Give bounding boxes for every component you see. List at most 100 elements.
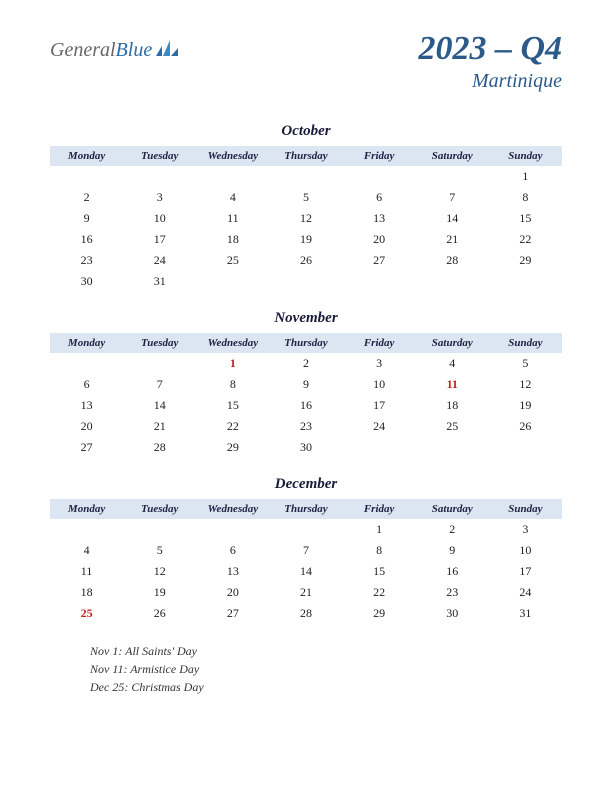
calendar-cell: 20: [196, 582, 269, 603]
weekday-header: Sunday: [489, 333, 562, 353]
holidays-list: Nov 1: All Saints' DayNov 11: Armistice …: [90, 642, 562, 696]
calendar-cell: 24: [343, 416, 416, 437]
calendar-cell: 13: [50, 395, 123, 416]
calendar-cell: 15: [343, 561, 416, 582]
calendar-cell: 9: [416, 540, 489, 561]
calendar-cell: 26: [123, 603, 196, 624]
calendar-cell: 26: [489, 416, 562, 437]
calendar-cell: [269, 166, 342, 187]
weekday-header: Wednesday: [196, 499, 269, 519]
weekday-header: Thursday: [269, 146, 342, 166]
calendar-cell: [416, 166, 489, 187]
calendar-table: MondayTuesdayWednesdayThursdayFridaySatu…: [50, 333, 562, 458]
calendar-cell: 11: [50, 561, 123, 582]
calendar-cell: 25: [50, 603, 123, 624]
calendar-cell: 30: [416, 603, 489, 624]
calendar-cell: 14: [269, 561, 342, 582]
weekday-header: Saturday: [416, 333, 489, 353]
calendar-cell: 27: [196, 603, 269, 624]
weekday-header: Friday: [343, 146, 416, 166]
calendar-cell: 15: [196, 395, 269, 416]
calendar-row: 9101112131415: [50, 208, 562, 229]
weekday-header: Thursday: [269, 499, 342, 519]
calendar-cell: 26: [269, 250, 342, 271]
calendar-cell: 21: [269, 582, 342, 603]
calendar-cell: 1: [196, 353, 269, 374]
weekday-header: Saturday: [416, 146, 489, 166]
weekday-header: Friday: [343, 333, 416, 353]
calendar-row: 27282930: [50, 437, 562, 458]
calendar-cell: 23: [50, 250, 123, 271]
calendar-cell: [196, 271, 269, 292]
calendar-cell: 21: [416, 229, 489, 250]
weekday-header: Monday: [50, 499, 123, 519]
weekday-header: Thursday: [269, 333, 342, 353]
calendar-cell: 14: [123, 395, 196, 416]
calendar-cell: 11: [196, 208, 269, 229]
calendar-cell: 24: [489, 582, 562, 603]
calendar-cell: 13: [343, 208, 416, 229]
calendar-cell: 5: [123, 540, 196, 561]
calendar-row: 123: [50, 519, 562, 540]
calendar-cell: 8: [343, 540, 416, 561]
holiday-note: Nov 11: Armistice Day: [90, 660, 562, 678]
calendar-cell: 31: [123, 271, 196, 292]
calendar-cell: [489, 437, 562, 458]
calendar-cell: 29: [489, 250, 562, 271]
calendar-row: 20212223242526: [50, 416, 562, 437]
weekday-header: Tuesday: [123, 333, 196, 353]
weekday-header: Tuesday: [123, 146, 196, 166]
month-block: DecemberMondayTuesdayWednesdayThursdayFr…: [50, 476, 562, 624]
calendar-cell: 15: [489, 208, 562, 229]
header: GeneralBlue 2023 – Q4 Martinique: [50, 30, 562, 93]
calendar-cell: 29: [196, 437, 269, 458]
calendar-cell: 18: [196, 229, 269, 250]
calendar-cell: [50, 166, 123, 187]
calendar-cell: 3: [489, 519, 562, 540]
calendar-cell: 6: [343, 187, 416, 208]
calendar-cell: 8: [196, 374, 269, 395]
calendar-cell: [269, 271, 342, 292]
calendar-row: 6789101112: [50, 374, 562, 395]
calendar-row: 11121314151617: [50, 561, 562, 582]
weekday-header: Wednesday: [196, 146, 269, 166]
calendar-cell: 24: [123, 250, 196, 271]
month-name: October: [50, 123, 562, 140]
calendar-cell: 25: [416, 416, 489, 437]
calendar-cell: 12: [489, 374, 562, 395]
calendar-cell: [123, 166, 196, 187]
calendar-cell: 22: [489, 229, 562, 250]
calendar-cell: [196, 166, 269, 187]
calendar-table: MondayTuesdayWednesdayThursdayFridaySatu…: [50, 146, 562, 292]
calendar-cell: 10: [343, 374, 416, 395]
calendar-cell: 28: [269, 603, 342, 624]
calendar-cell: 27: [343, 250, 416, 271]
calendar-cell: 13: [196, 561, 269, 582]
calendar-row: 45678910: [50, 540, 562, 561]
calendar-cell: 12: [123, 561, 196, 582]
calendar-cell: 23: [269, 416, 342, 437]
calendar-cell: 25: [196, 250, 269, 271]
weekday-header: Monday: [50, 333, 123, 353]
calendar-cell: 16: [416, 561, 489, 582]
calendar-row: 3031: [50, 271, 562, 292]
calendar-row: 18192021222324: [50, 582, 562, 603]
calendar-cell: 5: [489, 353, 562, 374]
calendar-cell: 8: [489, 187, 562, 208]
calendar-cell: 3: [343, 353, 416, 374]
calendar-cell: 30: [50, 271, 123, 292]
year-quarter-title: 2023 – Q4: [418, 30, 562, 68]
weekday-header: Tuesday: [123, 499, 196, 519]
calendar-cell: 21: [123, 416, 196, 437]
calendar-cell: 6: [50, 374, 123, 395]
calendar-cell: [123, 353, 196, 374]
calendar-cell: 28: [416, 250, 489, 271]
calendar-cell: 2: [269, 353, 342, 374]
month-block: November MondayTuesdayWednesdayThursdayFr…: [50, 310, 562, 458]
calendar-cell: 11: [416, 374, 489, 395]
month-name: November: [50, 310, 562, 327]
calendar-cell: [50, 519, 123, 540]
calendar-cell: 5: [269, 187, 342, 208]
calendar-row: 13141516171819: [50, 395, 562, 416]
calendar-row: 16171819202122: [50, 229, 562, 250]
